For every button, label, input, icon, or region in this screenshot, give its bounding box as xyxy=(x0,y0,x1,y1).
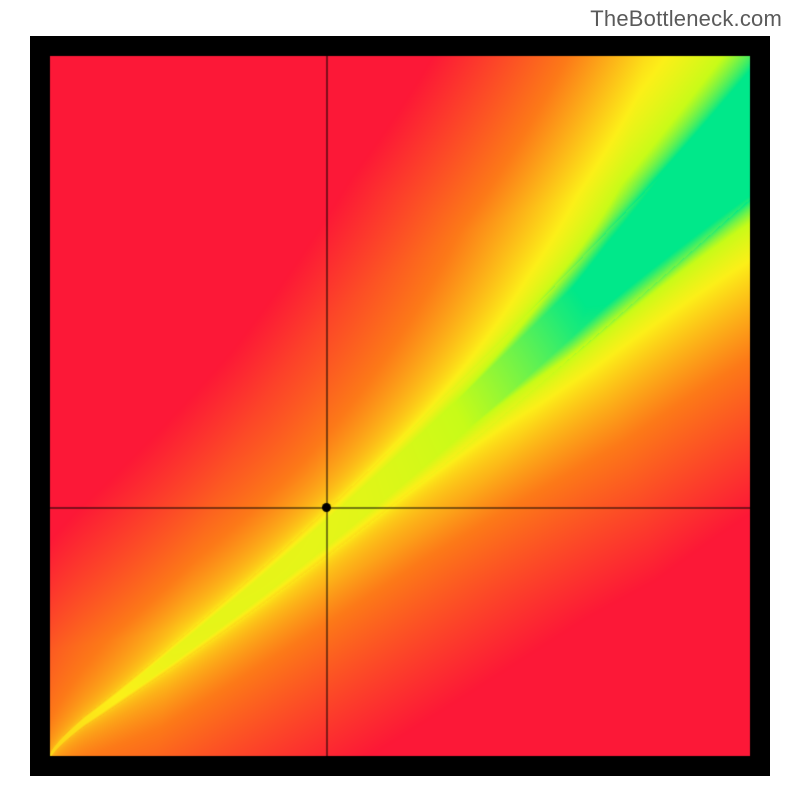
plot-frame xyxy=(30,36,770,776)
heatmap-canvas xyxy=(30,36,770,776)
watermark: TheBottleneck.com xyxy=(590,6,782,32)
